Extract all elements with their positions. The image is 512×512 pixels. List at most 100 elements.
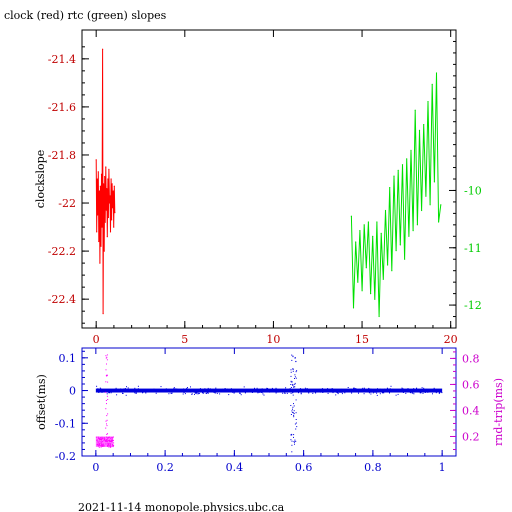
rndtrip-spike-point xyxy=(107,399,109,400)
offset-point xyxy=(156,390,158,392)
offset-point xyxy=(240,390,242,392)
offset-point xyxy=(432,391,434,393)
rndtrip-spike-point xyxy=(106,425,108,427)
offset-spike-point xyxy=(296,426,298,428)
offset-point xyxy=(97,390,99,392)
offset-point xyxy=(160,386,162,388)
rndtrip-point xyxy=(110,445,112,447)
offset-point xyxy=(435,392,437,394)
offset-point xyxy=(197,391,199,393)
rndtrip-point xyxy=(100,443,102,445)
offset-point xyxy=(407,388,409,390)
data-point-clock xyxy=(112,190,114,192)
offset-point xyxy=(322,392,324,393)
data-point-clock xyxy=(107,178,109,180)
offset-point xyxy=(329,388,331,390)
offset-point xyxy=(116,394,118,396)
series-line-clock xyxy=(95,49,116,314)
y-tick-left-label: -22 xyxy=(58,197,76,210)
offset-point xyxy=(347,387,349,388)
offset-point xyxy=(170,390,172,392)
offset-point xyxy=(401,388,403,390)
bottom-plot-frame xyxy=(81,347,457,457)
offset-point xyxy=(300,392,302,394)
data-point-clock xyxy=(113,226,115,228)
data-point-clock xyxy=(103,183,105,185)
offset-point xyxy=(110,392,112,394)
data-point-rtc xyxy=(393,175,395,177)
offset-point xyxy=(173,389,175,391)
rndtrip-point xyxy=(105,440,107,442)
rndtrip-point xyxy=(103,439,105,441)
rndtrip-point xyxy=(100,442,102,444)
rndtrip-point xyxy=(102,443,104,445)
x-tick-label: 15 xyxy=(355,333,369,346)
offset-point xyxy=(439,392,441,394)
offset-point xyxy=(384,389,386,391)
offset-point xyxy=(389,388,391,390)
offset-point xyxy=(266,390,268,392)
offset-point xyxy=(409,392,411,393)
offset-point xyxy=(248,390,249,391)
offset-point xyxy=(363,393,365,395)
offset-spike-point xyxy=(296,391,297,393)
rndtrip-point xyxy=(106,439,108,441)
offset-point xyxy=(215,391,217,393)
offset-point xyxy=(296,391,298,393)
offset-spike-point xyxy=(294,382,296,384)
rndtrip-spike-point xyxy=(107,433,108,435)
offset-spike-point xyxy=(293,410,295,412)
offset-point xyxy=(382,392,383,394)
offset-point xyxy=(127,389,129,390)
data-point-clock xyxy=(112,207,114,209)
offset-spike-point xyxy=(295,412,297,414)
x-tick-label: 0 xyxy=(93,333,100,346)
x-tick-label: 0.4 xyxy=(226,461,244,474)
offset-point xyxy=(387,390,389,391)
offset-point xyxy=(133,389,135,391)
offset-point xyxy=(331,388,333,390)
offset-point xyxy=(173,387,175,389)
offset-point xyxy=(368,390,370,392)
offset-point xyxy=(413,393,415,395)
offset-point xyxy=(416,390,418,392)
offset-spike-point xyxy=(291,434,293,436)
offset-spike-point xyxy=(292,408,293,410)
rndtrip-point xyxy=(96,444,98,446)
offset-point xyxy=(300,393,302,395)
offset-point xyxy=(134,392,136,394)
offset-point xyxy=(333,390,335,392)
data-point-rtc xyxy=(429,204,431,206)
offset-spike-point xyxy=(290,380,292,382)
rndtrip-spike-point xyxy=(106,423,107,425)
x-tick-label: 0.2 xyxy=(156,461,174,474)
offset-spike-point xyxy=(296,370,298,372)
offset-point xyxy=(335,394,337,396)
offset-point xyxy=(268,391,270,393)
offset-spike-point xyxy=(291,354,293,356)
offset-point xyxy=(194,393,195,395)
offset-point xyxy=(370,388,372,390)
offset-point xyxy=(302,390,303,392)
offset-point xyxy=(425,390,427,392)
rndtrip-point xyxy=(112,445,114,447)
offset-point xyxy=(145,391,147,392)
rndtrip-point xyxy=(109,439,111,441)
offset-point xyxy=(341,388,343,390)
offset-point xyxy=(422,392,424,394)
offset-point xyxy=(386,387,388,389)
offset-point xyxy=(261,388,263,390)
data-point-clock xyxy=(100,245,102,247)
offset-point xyxy=(196,392,198,393)
offset-point xyxy=(204,389,206,391)
rndtrip-point xyxy=(98,443,100,445)
rndtrip-point xyxy=(97,436,99,438)
offset-point xyxy=(222,388,223,390)
offset-point xyxy=(124,390,126,392)
rndtrip-point xyxy=(110,437,112,439)
offset-point xyxy=(125,390,127,391)
offset-point xyxy=(440,391,442,393)
offset-point xyxy=(376,392,378,394)
offset-point xyxy=(192,389,194,391)
offset-point xyxy=(320,390,322,392)
